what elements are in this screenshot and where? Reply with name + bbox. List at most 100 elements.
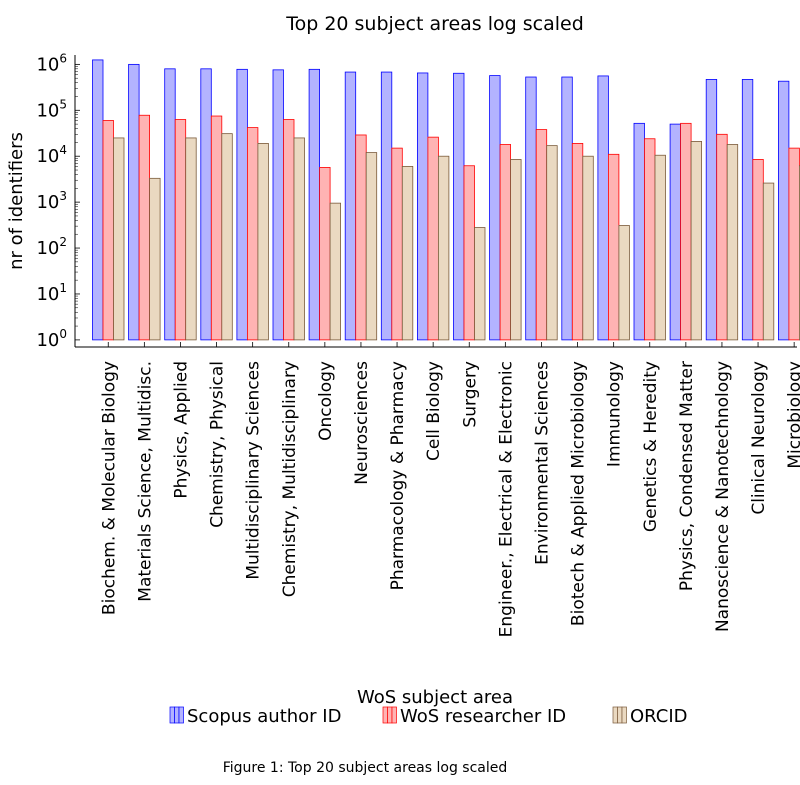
bar [391,147,403,341]
y-tick-exponent: 6 [59,51,67,65]
y-tick-base: 10 [36,238,59,259]
bar [474,227,486,341]
bar [644,138,656,341]
bar [344,71,357,341]
y-tick-label: 103 [36,189,67,213]
bar [174,119,187,341]
y-tick-label: 102 [36,235,67,259]
legend-swatch [612,706,618,724]
x-tick-label: Oncology [316,361,336,441]
bar [654,154,666,341]
x-tick-label: Chemistry, Multidisciplinary [280,361,300,597]
bar [571,143,584,341]
legend-swatch [621,706,627,724]
bar [355,134,367,341]
x-tick-label: Immunology [605,361,625,467]
bar [633,122,645,341]
bar [788,147,800,341]
y-tick-label: 106 [36,51,67,75]
bar [453,72,465,341]
x-tick-label: Microbiology [785,361,800,469]
bar [283,119,295,341]
bar [128,63,140,341]
bar [401,165,414,341]
x-tick-label: Physics, Applied [171,361,191,499]
axes [74,55,797,348]
bar [329,202,342,341]
x-tick-label: Cell Biology [424,361,444,461]
bar [221,133,233,341]
bar [257,143,269,341]
y-tick-base: 10 [36,100,59,121]
bar [293,137,305,341]
y-tick-label: 105 [36,97,67,121]
legend-swatch [174,706,180,724]
x-tick-label: Surgery [460,361,480,428]
x-tick-label: Multidisciplinary Sciences [244,361,264,580]
bars [92,59,800,341]
bar [726,144,739,341]
y-tick-exponent: 5 [59,97,67,111]
y-tick-base: 10 [36,330,59,351]
x-tick-label: Genetics & Heredity [641,361,661,532]
legend-swatch [617,706,623,724]
bar [669,123,681,341]
bar [680,122,692,341]
x-tick-label: Physics, Condensed Matter [677,361,697,591]
bar-chart: Top 20 subject areas log scaled nr of id… [6,13,800,727]
x-tick-label: Biochem. & Molecular Biology [99,361,119,615]
bar [308,68,321,341]
bar [246,127,259,341]
legend-swatch [178,706,184,724]
legend-swatch [382,706,388,724]
bar [92,59,104,341]
y-tick-base: 10 [36,284,59,305]
bar [741,79,754,341]
bar [113,137,125,341]
bar [138,114,151,341]
bar [705,79,718,341]
bar [200,68,212,341]
bar [463,165,475,341]
bar [149,177,161,341]
bar [525,76,537,341]
bar [437,155,450,341]
x-tick-label: Nanoscience & Nanotechnology [713,361,733,632]
x-tick-label: Engineer., Electrical & Electronic [496,361,516,637]
bar [546,145,558,341]
y-tick-exponent: 4 [59,143,67,157]
bar [185,137,197,341]
y-axis-label: nr of identifiers [6,132,27,270]
y-tick-label: 104 [36,143,67,167]
bar [716,133,728,341]
bar [380,71,393,341]
y-tick-base: 10 [36,54,59,75]
x-tick-label: Biotech & Applied Microbiology [569,361,589,626]
bar [164,68,176,341]
bar [489,75,501,341]
x-tick-labels: Biochem. & Molecular Biology Materials Sc… [99,361,800,637]
y-tick-exponent: 3 [59,189,67,203]
bar [102,120,114,341]
bar [561,76,573,341]
bar [618,225,630,341]
legend-label: Scopus author ID [187,706,341,727]
y-tick-exponent: 2 [59,235,67,249]
bar [365,152,378,341]
y-tick-exponent: 0 [59,327,67,341]
legend-swatch [391,706,397,724]
x-tick-label: Materials Science, Multidisc. [135,361,155,602]
y-tick-label: 100 [36,327,67,351]
bar [762,182,775,341]
figure-caption: Figure 1: Top 20 subject areas log scale… [222,760,508,776]
x-tick-label: Neurosciences [352,361,372,485]
bar [272,69,284,341]
legend-label: WoS researcher ID [400,706,566,727]
bar [597,75,609,341]
chart-title: Top 20 subject areas log scaled [285,13,584,35]
x-tick-label: Environmental Sciences [532,361,552,565]
legend-swatch [387,706,393,724]
y-tick-label: 101 [36,281,67,305]
legend-swatch [169,706,175,724]
